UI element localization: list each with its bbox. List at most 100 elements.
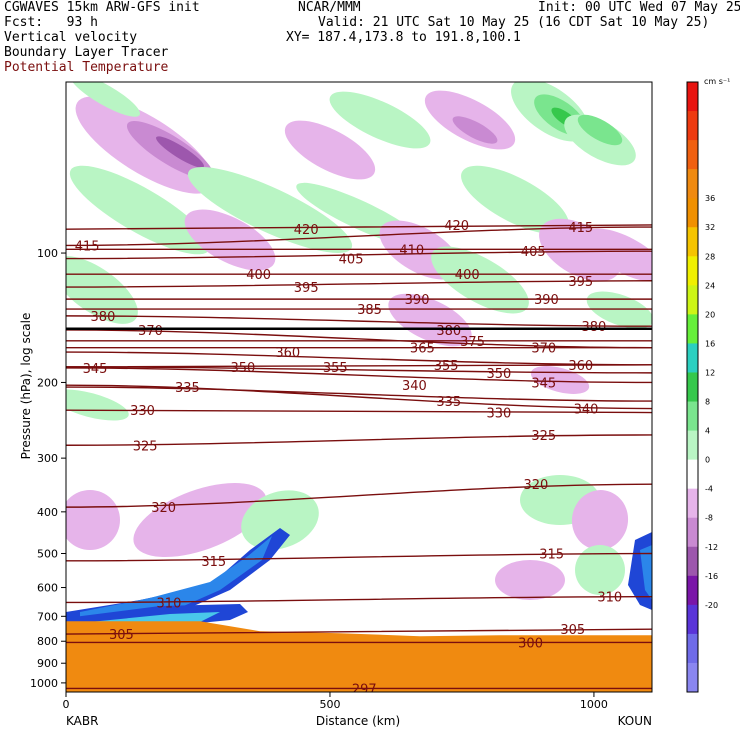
velocity-blob: [461, 165, 569, 235]
theta-label: 330: [130, 404, 155, 419]
velocity-blob: [66, 389, 129, 421]
velocity-blob: [241, 490, 319, 550]
theta-label: 330: [486, 407, 511, 422]
theta-label: 370: [138, 324, 163, 339]
theta-contour-415: [66, 226, 652, 247]
theta-label: 380: [91, 310, 116, 325]
velocity-blob: [66, 490, 120, 550]
colorbar-segment: [687, 401, 698, 432]
colorbar-segment: [687, 546, 698, 577]
y-tick-label: 700: [37, 610, 58, 623]
colorbar-segment: [687, 488, 698, 519]
colorbar-level-label: 36: [705, 194, 715, 203]
theta-label: 420: [294, 223, 319, 238]
theta-label: 385: [357, 303, 382, 318]
theta-label: 360: [275, 346, 300, 361]
theta-label: 390: [534, 293, 559, 308]
velocity-blob: [577, 114, 623, 146]
y-tick-label: 900: [37, 657, 58, 670]
y-tick-label: 100: [37, 247, 58, 260]
theta-contour-405: [66, 250, 652, 260]
velocity-blob: [133, 483, 267, 557]
colorbar-level-label: 24: [705, 281, 715, 290]
velocity-blob: [187, 167, 353, 253]
colorbar-segment: [687, 140, 698, 170]
theta-label: 395: [568, 275, 593, 290]
colorbar-level-label: 0: [705, 456, 710, 465]
theta-label: 320: [151, 501, 176, 516]
theta-contour-380: [66, 315, 652, 327]
header-line2-right: Valid: 21 UTC Sat 10 May 25 (16 CDT Sat …: [318, 15, 710, 30]
velocity-blob: [69, 165, 211, 255]
theta-contour-355: [66, 364, 652, 368]
x-tick-label: 1000: [580, 698, 608, 711]
theta-label: 300: [518, 636, 543, 651]
theta-contour-305: [66, 628, 652, 635]
theta-label: 355: [434, 359, 459, 374]
theta-label: 340: [402, 379, 427, 394]
colorbar-level-label: 20: [705, 310, 715, 319]
colorbar-segment: [687, 82, 698, 112]
velocity-blob: [284, 120, 376, 180]
theta-contour-325: [66, 434, 652, 446]
velocity-blob: [184, 209, 276, 271]
theta-label: 310: [597, 591, 622, 606]
theta-contour-370: [66, 329, 652, 349]
colorbar-segment: [687, 227, 698, 257]
colorbar-segment: [687, 314, 698, 344]
colorbar-segment: [687, 604, 698, 635]
header-line3-left: Vertical velocity: [4, 30, 138, 45]
x-axis-label: Distance (km): [316, 714, 400, 728]
colorbar-segment: [687, 662, 698, 693]
theta-label: 395: [294, 281, 319, 296]
theta-label: 360: [568, 359, 593, 374]
theta-label: 315: [201, 555, 226, 570]
x-tick-label: 0: [63, 698, 70, 711]
theta-label: 365: [410, 342, 435, 357]
colorbar-level-label: -20: [705, 601, 718, 610]
header-line2-left: Fcst: 93 h: [4, 15, 98, 30]
velocity-blob: [70, 82, 140, 117]
theta-label: 345: [83, 362, 108, 377]
plot-frame: [65, 81, 653, 693]
y-tick-label: 800: [37, 635, 58, 648]
colorbar-segment: [687, 256, 698, 286]
endpoint-right-label: KOUN: [618, 714, 652, 728]
tracer-plume: [640, 545, 652, 600]
theta-label: 375: [460, 335, 485, 350]
header-line1-left: CGWAVES 15km ARW-GFS init: [4, 0, 200, 15]
theta-label: 415: [568, 221, 593, 236]
colorbar-segment: [687, 169, 698, 199]
terrain-area: [66, 621, 652, 692]
velocity-blob: [571, 490, 629, 550]
header-line5-left: Potential Temperature: [4, 60, 169, 75]
theta-contour-345: [66, 367, 652, 384]
theta-contour-320: [66, 483, 652, 508]
theta-label: 415: [75, 239, 100, 254]
theta-label: 325: [133, 439, 158, 454]
velocity-blob: [329, 91, 431, 149]
header-line3-right: XY= 187.4,173.8 to 191.8,100.1: [286, 30, 521, 45]
colorbar-level-label: -4: [705, 485, 713, 494]
theta-contour-310: [66, 595, 652, 604]
theta-label: 405: [521, 245, 546, 260]
theta-label: 325: [531, 429, 556, 444]
theta-label: 370: [531, 342, 556, 357]
x-tick-label: 500: [319, 698, 340, 711]
colorbar-level-label: -8: [705, 514, 713, 523]
y-tick-label: 500: [37, 547, 58, 560]
velocity-blob: [575, 545, 625, 595]
theta-label: 340: [574, 403, 599, 418]
theta-label: 400: [455, 268, 480, 283]
theta-label: 400: [246, 268, 271, 283]
theta-label: 350: [230, 361, 255, 376]
colorbar-segment: [687, 575, 698, 606]
velocity-blob: [66, 256, 138, 324]
theta-label: 380: [436, 324, 461, 339]
theta-label: 315: [539, 547, 564, 562]
colorbar-frame: [686, 81, 699, 693]
velocity-blob: [495, 560, 565, 600]
colorbar-segment: [687, 459, 698, 490]
theta-label: 410: [399, 243, 424, 258]
